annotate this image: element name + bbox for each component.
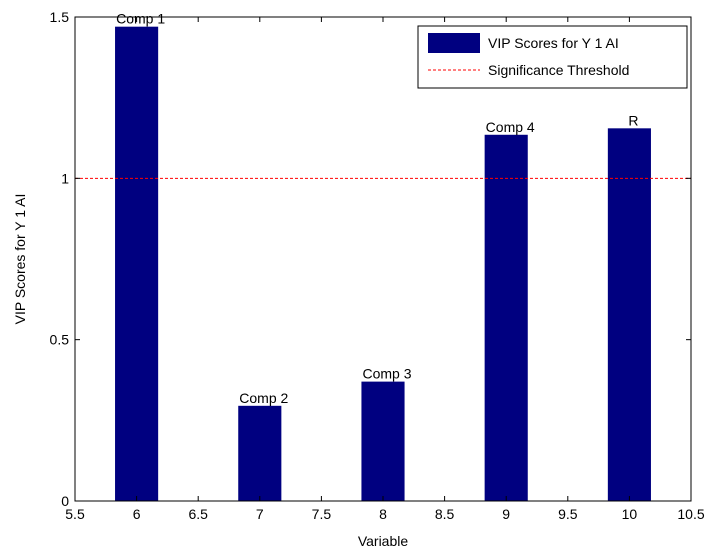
bars-group [115,26,651,502]
x-tick-label: 10 [622,506,638,522]
legend-swatch-vip [428,33,480,53]
x-axis-ticks: 5.5 6 6.5 7 7.5 8 8.5 9 9.5 10 10.5 [65,17,705,522]
x-tick-label: 6.5 [188,506,208,522]
bar-annotations: Comp 1 Comp 2 Comp 3 Comp 4 R [116,11,638,406]
y-tick-label: 1 [61,170,69,186]
bar-annotation: Comp 3 [362,366,411,382]
x-tick-label: 8 [379,506,387,522]
bar-annotation: R [628,112,638,128]
legend-label-vip: VIP Scores for Y 1 AI [488,35,619,51]
x-tick-label: 7 [256,506,264,522]
bar-annotation: Comp 2 [239,390,288,406]
x-tick-label: 9.5 [558,506,578,522]
x-tick-label: 8.5 [435,506,455,522]
bar-annotation: Comp 4 [486,119,535,135]
bar-9 [484,134,528,502]
bar-8 [361,381,405,501]
legend: VIP Scores for Y 1 AI Significance Thres… [417,25,688,89]
bar-10 [607,128,651,501]
x-tick-label: 7.5 [312,506,332,522]
y-tick-label: 0 [61,493,69,509]
y-axis-title: VIP Scores for Y 1 AI [12,194,28,325]
legend-label-threshold: Significance Threshold [488,62,629,78]
bar-6 [115,26,159,502]
y-tick-label: 0.5 [50,332,70,348]
y-axis-ticks: 0 0.5 1 1.5 [50,9,691,509]
x-tick-label: 10.5 [677,506,704,522]
x-tick-label: 6 [133,506,141,522]
bar-7 [238,405,282,501]
x-tick-label: 9 [502,506,510,522]
x-axis-title: Variable [358,533,409,549]
y-tick-label: 1.5 [50,9,70,25]
x-tick-label: 5.5 [65,506,85,522]
bar-annotation: Comp 1 [116,11,165,27]
